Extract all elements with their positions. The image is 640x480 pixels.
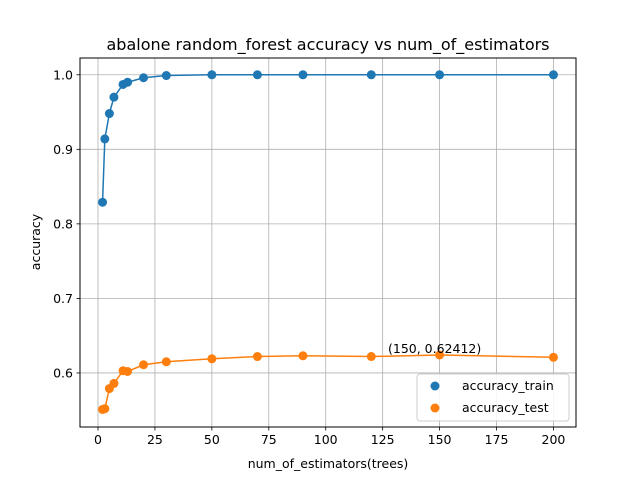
y-tick-label: 0.8 [53, 216, 73, 231]
annotation-label: (150, 0.62412) [388, 341, 481, 356]
legend-label-accuracy-test: accuracy_test [462, 400, 549, 415]
x-tick-label: 150 [428, 432, 452, 447]
y-tick-label: 0.9 [53, 142, 73, 157]
x-tick-label: 25 [147, 432, 163, 447]
data-point-accuracy-train [366, 70, 376, 80]
legend-marker-accuracy-test [430, 403, 440, 413]
data-point-accuracy-test [100, 404, 110, 414]
series-group [98, 70, 558, 414]
legend-frame [416, 373, 570, 422]
data-point-accuracy-train [207, 70, 217, 80]
axis-ticks: 0 25 50 75 100 125 150 175 200 0.6 0.7 0.8 0.9 1.0 [53, 67, 565, 447]
x-tick-label: 75 [261, 432, 277, 447]
data-point-accuracy-train [100, 134, 110, 144]
data-point-accuracy-test [139, 360, 149, 370]
legend: accuracy_train accuracy_test [416, 373, 570, 422]
data-point-accuracy-train [123, 77, 133, 87]
x-tick-label: 200 [542, 432, 566, 447]
legend-label-accuracy-train: accuracy_train [462, 378, 554, 393]
y-tick-label: 0.6 [53, 365, 73, 380]
data-point-accuracy-train [98, 197, 108, 207]
data-point-accuracy-test [207, 354, 217, 364]
x-tick-label: 0 [94, 432, 102, 447]
y-tick-label: 1.0 [53, 67, 73, 82]
data-point-accuracy-test [366, 352, 376, 362]
data-point-accuracy-train [548, 70, 558, 80]
data-point-accuracy-test [435, 350, 445, 360]
data-point-accuracy-test [548, 352, 558, 362]
y-axis-label: accuracy [28, 213, 43, 270]
data-point-accuracy-train [435, 70, 445, 80]
data-point-accuracy-test [123, 366, 133, 376]
x-tick-label: 175 [485, 432, 509, 447]
data-point-accuracy-train [252, 70, 262, 80]
data-point-accuracy-train [139, 73, 149, 83]
chart-title: abalone random_forest accuracy vs num_of… [106, 35, 549, 55]
x-tick-label: 50 [204, 432, 220, 447]
data-point-accuracy-test [252, 352, 262, 362]
plot-frame [79, 57, 577, 428]
y-tick-label: 0.7 [53, 291, 73, 306]
data-point-accuracy-test [161, 357, 171, 367]
data-point-accuracy-train [104, 109, 114, 119]
data-point-accuracy-test [298, 351, 308, 361]
data-point-accuracy-train [161, 71, 171, 81]
x-tick-label: 125 [371, 432, 395, 447]
x-axis-label: num_of_estimators(trees) [248, 456, 409, 471]
data-point-accuracy-test [109, 378, 119, 388]
legend-marker-accuracy-train [430, 381, 440, 391]
x-tick-label: 100 [314, 432, 338, 447]
data-point-accuracy-train [298, 70, 308, 80]
data-point-accuracy-train [109, 92, 119, 102]
